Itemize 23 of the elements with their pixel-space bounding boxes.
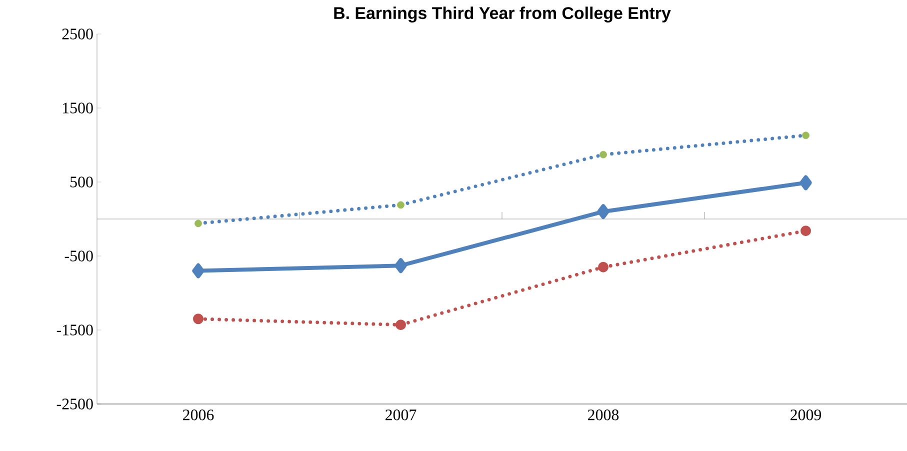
x-tick-label: 2007	[386, 410, 416, 420]
point	[800, 226, 812, 236]
point	[192, 263, 204, 278]
y-tick-label: -1500	[56, 324, 93, 336]
point	[193, 314, 204, 324]
y-tick-label: -2500	[56, 398, 93, 410]
y-tick-label: 500	[70, 176, 93, 188]
point	[600, 150, 607, 158]
y-tick-label: -500	[64, 250, 93, 262]
point	[597, 204, 610, 220]
x-tick-label: 2006	[183, 410, 214, 420]
point	[800, 175, 812, 190]
x-tick-label: 2008	[588, 410, 619, 420]
point	[396, 320, 406, 330]
point	[802, 132, 810, 140]
point	[397, 201, 404, 209]
chart-title: B. Earnings Third Year from College Entry	[334, 6, 671, 23]
point	[394, 258, 407, 274]
y-tick-label: 1500	[63, 102, 93, 114]
x-tick-label: 2009	[790, 410, 822, 420]
y-tick-label: 2500	[62, 28, 93, 40]
point	[194, 220, 202, 228]
point	[598, 262, 609, 272]
